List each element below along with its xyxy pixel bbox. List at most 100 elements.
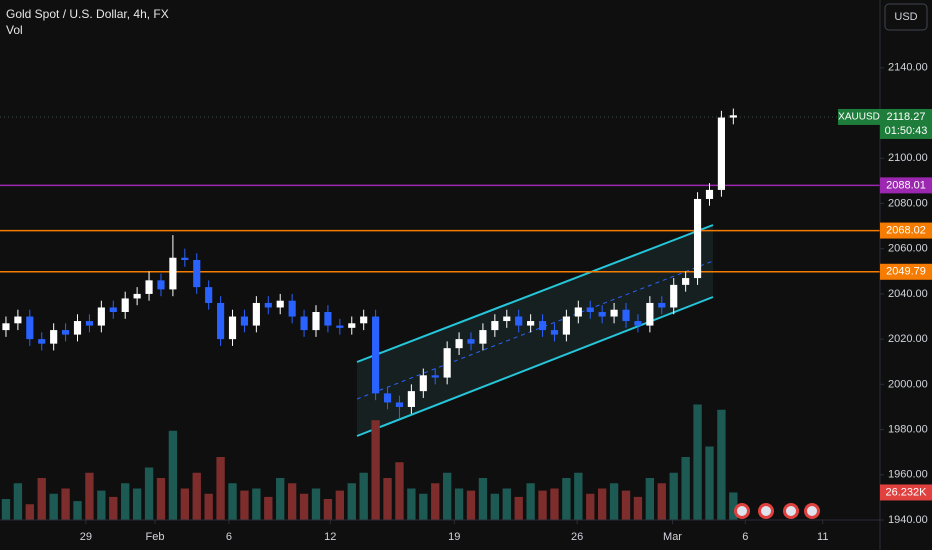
- volume-bar: [550, 488, 559, 520]
- volume-bar: [299, 493, 309, 520]
- volume-bar: [49, 493, 58, 520]
- candle-body: [407, 391, 415, 407]
- last-price-badge: [880, 108, 932, 139]
- volume-bar: [693, 404, 702, 520]
- volume-bar: [442, 472, 452, 520]
- y-tick-label: 1960.00: [888, 469, 928, 481]
- volume-bar: [538, 490, 547, 520]
- candle-body: [276, 300, 284, 308]
- y-tick-label: 2100.00: [888, 152, 928, 164]
- y-tick-label: 2040.00: [888, 288, 928, 300]
- channel-lower: [356, 296, 714, 437]
- candle-body: [574, 307, 582, 317]
- candle-body: [85, 321, 94, 326]
- candle-body: [634, 321, 642, 326]
- candle-body: [109, 307, 117, 312]
- currency-button[interactable]: [884, 3, 928, 31]
- candle-body: [50, 330, 58, 344]
- volume-bar: [395, 462, 404, 520]
- level-badge: [880, 263, 932, 280]
- candle-body: [491, 321, 499, 331]
- volume-bar: [85, 472, 94, 520]
- volume-badge: [880, 484, 932, 501]
- candle-body: [538, 321, 547, 331]
- y-tick-label: 2020.00: [888, 333, 928, 345]
- event-icons: [734, 503, 820, 519]
- volume-bar: [609, 483, 619, 520]
- volume-bar: [431, 483, 440, 520]
- candle-body: [670, 284, 678, 308]
- candle-body: [729, 115, 737, 118]
- candle-body: [240, 316, 249, 326]
- volume-bar: [526, 483, 535, 520]
- volume-bar: [669, 472, 678, 520]
- y-tick-label: 2060.00: [888, 243, 928, 255]
- volume-bar: [407, 488, 416, 520]
- y-tick-label: 2140.00: [888, 62, 928, 74]
- level-label: 2068.02: [886, 224, 926, 236]
- candle-body: [562, 316, 570, 335]
- candle-body: [527, 321, 535, 326]
- volume-bar: [681, 457, 690, 520]
- volume-bar: [37, 478, 46, 520]
- x-tick-label: Mar: [663, 531, 682, 543]
- candle-body: [121, 298, 129, 312]
- volume-bar: [252, 488, 261, 520]
- volume-bar: [97, 490, 106, 520]
- volume-bar: [454, 488, 464, 520]
- x-tick-label: 29: [80, 531, 92, 543]
- volume-bar: [729, 492, 738, 520]
- candle-body: [372, 316, 380, 394]
- volume-bar: [144, 467, 154, 520]
- event-flag-inner: [737, 506, 747, 516]
- candle-body: [97, 307, 105, 326]
- candle-body: [383, 393, 392, 403]
- candle-body: [14, 316, 22, 324]
- x-tick-label: 11: [817, 531, 828, 543]
- volume-badge-label: 26.232K: [886, 486, 928, 498]
- candle-body: [443, 348, 451, 378]
- volume-bar: [180, 488, 189, 520]
- x-tick-label: 6: [226, 531, 232, 543]
- x-tick-label: 12: [324, 531, 336, 543]
- event-flag-inner: [786, 506, 796, 516]
- volume-bar: [192, 472, 201, 520]
- candle-body: [181, 257, 189, 260]
- volume-bar: [13, 483, 23, 520]
- volume-bar: [371, 420, 380, 520]
- symbol-label: XAUUSD: [838, 112, 880, 123]
- volume-bar: [228, 483, 237, 520]
- candle-body: [610, 309, 618, 317]
- volume-bar: [61, 488, 70, 520]
- candle-body: [455, 339, 463, 349]
- y-tick-label: 1980.00: [888, 423, 928, 435]
- volume-bar: [25, 504, 34, 520]
- volume-bar: [633, 496, 643, 520]
- y-tick-label: 2080.00: [888, 197, 928, 209]
- candle-body: [133, 293, 141, 299]
- volume-bar: [323, 499, 333, 520]
- candle-body: [157, 280, 165, 290]
- candle-body: [598, 312, 606, 317]
- volume-bar: [109, 496, 118, 520]
- candle-body: [395, 402, 404, 407]
- currency-label: USD: [894, 11, 917, 23]
- volume-bar: [645, 478, 655, 520]
- volume-bar: [466, 490, 476, 520]
- candles-layer: [2, 108, 737, 419]
- symbol-badge: [838, 108, 880, 125]
- candle-body: [217, 302, 225, 340]
- event-flag-inner: [761, 506, 771, 516]
- volume-bar: [490, 493, 500, 520]
- volume-bar: [359, 472, 368, 520]
- volume-bar: [562, 478, 571, 520]
- candle-body: [503, 316, 511, 322]
- candle-body: [193, 260, 201, 288]
- candle-body: [205, 287, 213, 303]
- candle-body: [419, 375, 427, 392]
- volume-bar: [1, 499, 11, 520]
- volume-bar: [264, 496, 273, 520]
- level-badge: [880, 177, 932, 194]
